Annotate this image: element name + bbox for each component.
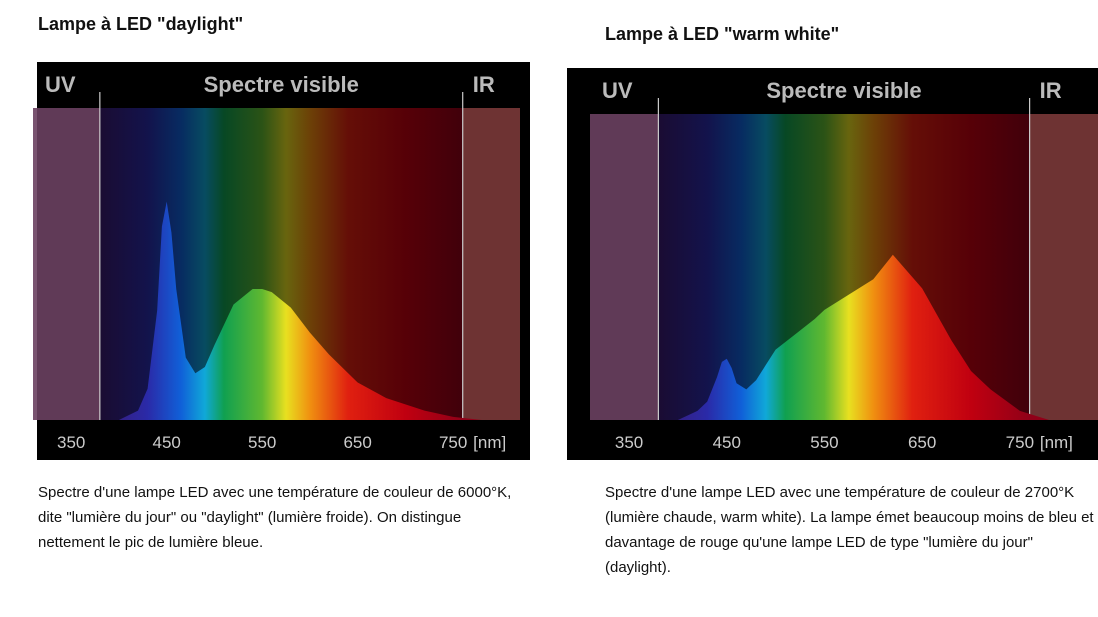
band-label: UV bbox=[45, 72, 76, 97]
spectrum-area bbox=[677, 254, 1050, 420]
x-tick-label: 650 bbox=[343, 433, 371, 452]
band-label: UV bbox=[602, 78, 633, 103]
x-tick-label: 350 bbox=[615, 433, 643, 452]
x-tick-label: 750 bbox=[439, 433, 467, 452]
x-tick-label: 450 bbox=[152, 433, 180, 452]
x-unit: [nm] bbox=[473, 433, 506, 452]
x-tick-label: 550 bbox=[248, 433, 276, 452]
x-tick-label: 350 bbox=[57, 433, 85, 452]
band-label: Spectre visible bbox=[204, 72, 359, 97]
band-label: Spectre visible bbox=[766, 78, 921, 103]
chart-title: Lampe à LED "daylight" bbox=[38, 14, 243, 34]
spectrum-area bbox=[118, 201, 482, 420]
x-tick-label: 750 bbox=[1006, 433, 1034, 452]
chart-title: Lampe à LED "warm white" bbox=[605, 24, 839, 44]
caption: Spectre d'une lampe LED avec une tempéra… bbox=[605, 484, 1094, 576]
x-unit: [nm] bbox=[1040, 433, 1073, 452]
band-label: IR bbox=[473, 72, 495, 97]
ir-band bbox=[462, 108, 520, 420]
band-label: IR bbox=[1040, 78, 1062, 103]
uv-band bbox=[590, 114, 659, 420]
x-tick-label: 550 bbox=[810, 433, 838, 452]
caption: Spectre d'une lampe LED avec une tempéra… bbox=[38, 484, 512, 551]
uv-band bbox=[33, 108, 100, 420]
x-tick-label: 650 bbox=[908, 433, 936, 452]
x-tick-label: 450 bbox=[713, 433, 741, 452]
ir-band bbox=[1029, 114, 1098, 420]
